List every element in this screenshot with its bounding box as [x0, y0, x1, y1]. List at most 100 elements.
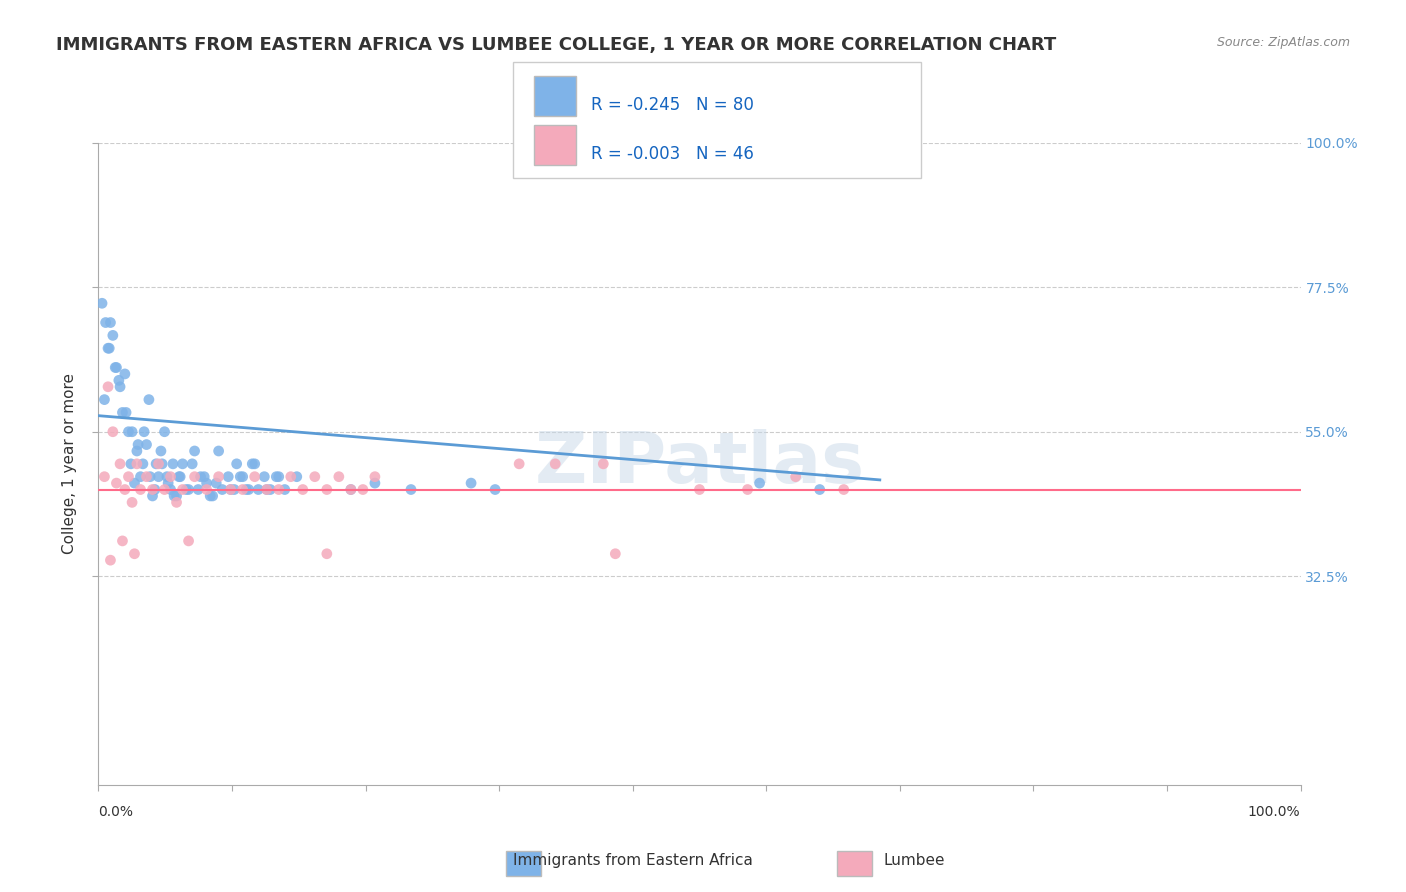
- Point: [159, 483, 181, 497]
- Point: [190, 469, 212, 483]
- Point: [243, 457, 266, 471]
- Point: [143, 483, 166, 497]
- Point: [129, 483, 152, 497]
- Point: [91, 296, 114, 310]
- Text: Immigrants from Eastern Africa: Immigrants from Eastern Africa: [513, 854, 752, 868]
- Point: [243, 469, 266, 483]
- Point: [304, 469, 326, 483]
- Point: [105, 360, 128, 375]
- Point: [108, 457, 131, 471]
- Point: [256, 483, 278, 497]
- Point: [340, 483, 363, 497]
- Point: [172, 457, 194, 471]
- Point: [315, 547, 337, 561]
- Point: [484, 483, 506, 497]
- Point: [125, 457, 148, 471]
- Point: [195, 476, 218, 491]
- Point: [153, 483, 176, 497]
- Point: [121, 495, 143, 509]
- Point: [508, 457, 530, 471]
- Point: [285, 469, 308, 483]
- Point: [266, 469, 288, 483]
- Point: [149, 444, 172, 458]
- Point: [127, 437, 149, 451]
- Point: [117, 469, 139, 483]
- Point: [114, 367, 136, 381]
- Point: [253, 469, 276, 483]
- Point: [159, 469, 181, 483]
- Text: 100.0%: 100.0%: [1249, 805, 1301, 819]
- Point: [183, 469, 205, 483]
- Text: 0.0%: 0.0%: [98, 805, 134, 819]
- Point: [139, 469, 162, 483]
- Text: R = -0.003   N = 46: R = -0.003 N = 46: [591, 145, 754, 163]
- Text: ZIPatlas: ZIPatlas: [534, 429, 865, 499]
- Point: [201, 489, 224, 503]
- Point: [98, 341, 121, 355]
- Point: [200, 489, 222, 503]
- Point: [132, 425, 155, 439]
- Point: [181, 457, 204, 471]
- Point: [166, 489, 188, 503]
- Point: [135, 437, 157, 451]
- Point: [157, 476, 180, 491]
- Point: [219, 483, 242, 497]
- Point: [235, 483, 257, 497]
- Point: [808, 483, 831, 497]
- Point: [117, 425, 139, 439]
- Point: [364, 476, 387, 491]
- Point: [183, 444, 205, 458]
- Point: [135, 469, 157, 483]
- Point: [162, 457, 184, 471]
- Y-axis label: College, 1 year or more: College, 1 year or more: [62, 374, 77, 554]
- Point: [108, 373, 131, 387]
- Point: [689, 483, 711, 497]
- Point: [94, 316, 117, 330]
- Point: [737, 483, 759, 497]
- Point: [280, 469, 302, 483]
- Point: [148, 457, 170, 471]
- Point: [208, 469, 231, 483]
- Point: [195, 483, 218, 497]
- Point: [315, 483, 337, 497]
- Point: [364, 469, 387, 483]
- Point: [174, 483, 197, 497]
- Point: [124, 547, 146, 561]
- Point: [256, 483, 278, 497]
- Point: [232, 469, 254, 483]
- Point: [340, 483, 363, 497]
- Point: [121, 425, 143, 439]
- Point: [240, 457, 263, 471]
- Point: [193, 469, 215, 483]
- Text: IMMIGRANTS FROM EASTERN AFRICA VS LUMBEE COLLEGE, 1 YEAR OR MORE CORRELATION CHA: IMMIGRANTS FROM EASTERN AFRICA VS LUMBEE…: [56, 36, 1056, 54]
- Point: [605, 547, 627, 561]
- Point: [105, 476, 128, 491]
- Point: [225, 457, 247, 471]
- Point: [101, 328, 124, 343]
- Point: [208, 444, 231, 458]
- Point: [115, 405, 138, 419]
- Point: [120, 457, 142, 471]
- Point: [832, 483, 855, 497]
- Point: [267, 469, 290, 483]
- Point: [169, 469, 191, 483]
- Point: [108, 380, 131, 394]
- Point: [267, 483, 290, 497]
- Point: [141, 489, 163, 503]
- Point: [544, 457, 567, 471]
- Point: [177, 483, 200, 497]
- Point: [138, 392, 160, 407]
- Point: [124, 476, 146, 491]
- Point: [129, 469, 152, 483]
- Point: [101, 425, 124, 439]
- Point: [247, 483, 270, 497]
- Point: [104, 360, 127, 375]
- Point: [114, 483, 136, 497]
- Point: [97, 341, 120, 355]
- Point: [238, 483, 260, 497]
- Text: R = -0.245   N = 80: R = -0.245 N = 80: [591, 96, 754, 114]
- Point: [141, 483, 163, 497]
- Point: [150, 457, 173, 471]
- Point: [125, 444, 148, 458]
- Point: [460, 476, 482, 491]
